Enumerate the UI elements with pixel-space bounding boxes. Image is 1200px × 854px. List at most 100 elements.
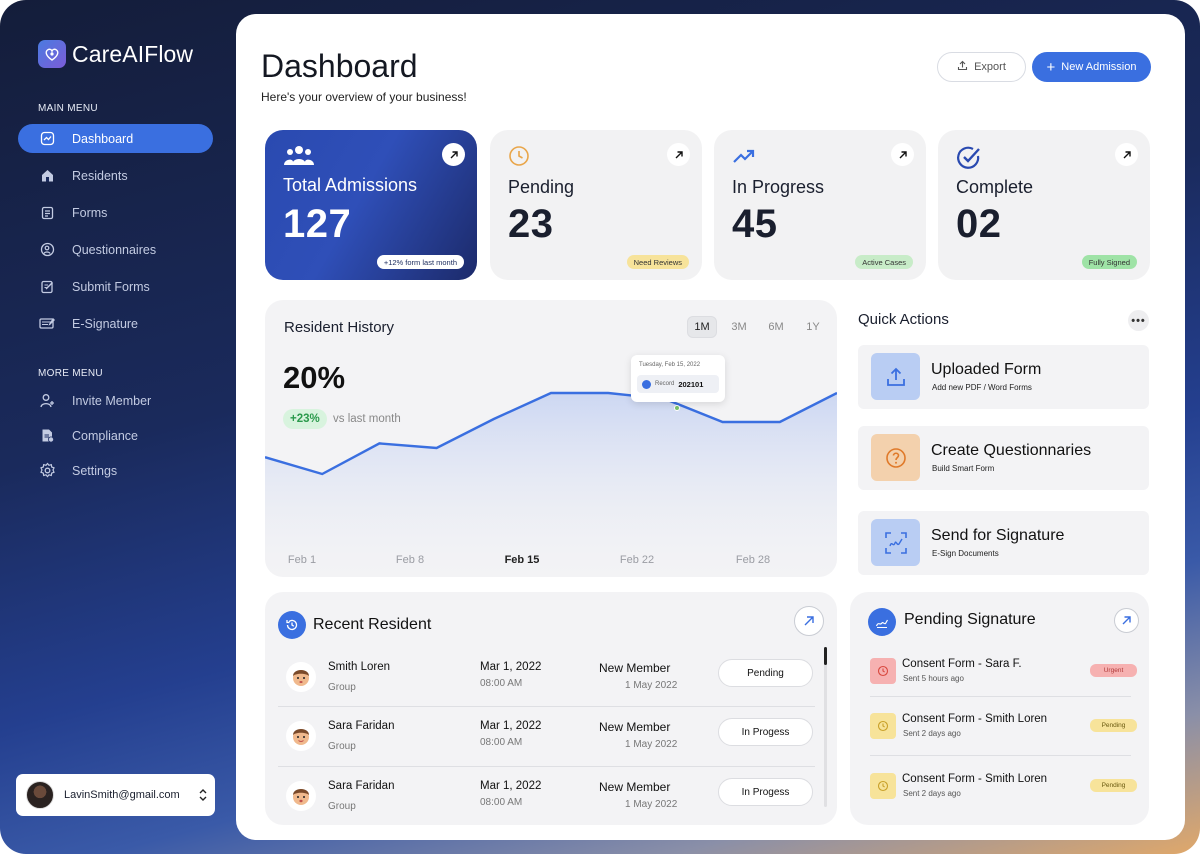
sidebar-item-label: Compliance — [72, 428, 139, 443]
stat-card-complete[interactable]: Complete 02 Fully Signed — [938, 130, 1150, 280]
house-icon — [39, 167, 56, 184]
logo-icon — [38, 40, 66, 68]
chevron-updown-icon — [198, 788, 208, 802]
range-tab-6m[interactable]: 6M — [768, 321, 784, 333]
delta-badge: +23% — [283, 409, 327, 429]
edit-document-icon — [39, 278, 56, 295]
resident-time: 08:00 AM — [480, 797, 523, 808]
sidebar-item-label: Forms — [72, 205, 108, 220]
quick-action-create-questionnaires[interactable]: Create Questionnaries Build Smart Form — [858, 426, 1149, 490]
stat-card-total-admissions[interactable]: Total Admissions 127 +12% form last mont… — [265, 130, 477, 280]
person-question-icon — [39, 241, 56, 258]
stat-card-pending[interactable]: Pending 23 Need Reviews — [490, 130, 702, 280]
resident-name: Sara Faridan — [328, 720, 395, 732]
page-title: Dashboard — [261, 48, 418, 84]
row-divider — [870, 696, 1131, 697]
stat-label: In Progress — [732, 177, 825, 197]
stat-value: 45 — [732, 202, 778, 246]
table-row[interactable]: Smith Loren Group Mar 1, 2022 08:00 AM N… — [278, 653, 816, 709]
export-button[interactable]: Export — [937, 52, 1026, 82]
quick-actions-title: Quick Actions — [858, 311, 949, 328]
chart-icon — [39, 130, 56, 147]
sidebar-item-residents[interactable]: Residents — [18, 161, 213, 190]
history-title: Resident History — [284, 319, 395, 336]
stat-badge: Fully Signed — [1081, 255, 1137, 269]
stat-card-in-progress[interactable]: In Progress 45 Active Cases — [714, 130, 926, 280]
record-dot-icon — [642, 379, 651, 389]
status-badge[interactable]: In Progess — [718, 778, 813, 806]
resident-time: 08:00 AM — [480, 678, 523, 689]
scrollbar-thumb[interactable] — [824, 647, 827, 665]
signature-title: Consent Form - Smith Loren — [902, 773, 1048, 785]
sidebar-item-label: Settings — [72, 463, 118, 478]
document-check-icon — [39, 427, 56, 444]
signature-card-icon — [39, 315, 56, 332]
open-arrow-icon[interactable] — [794, 606, 824, 636]
sidebar-item-compliance[interactable]: Compliance — [18, 421, 213, 450]
gear-icon — [39, 462, 56, 479]
pending-signature-title: Pending Signature — [904, 611, 1036, 628]
question-circle-icon — [871, 434, 920, 481]
user-email: LavinSmith@gmail.com — [64, 789, 180, 801]
table-row[interactable]: Sara Faridan Group Mar 1, 2022 08:00 AM … — [278, 772, 816, 825]
more-options-icon[interactable]: ••• — [1128, 310, 1149, 331]
list-item[interactable]: Consent Form - Smith Loren Sent 2 days a… — [870, 773, 1138, 817]
sidebar-item-label: Submit Forms — [72, 279, 150, 294]
upload-icon — [957, 60, 968, 74]
stat-value: 127 — [283, 202, 352, 246]
range-tab-3m[interactable]: 3M — [731, 321, 747, 333]
sidebar-item-invite-member[interactable]: Invite Member — [18, 386, 213, 415]
open-arrow-icon[interactable] — [442, 143, 465, 166]
range-tab-1m[interactable]: 1M — [687, 316, 717, 338]
sidebar-item-questionnaires[interactable]: Questionnaires — [18, 235, 213, 264]
resident-date: Mar 1, 2022 — [480, 720, 542, 732]
user-account-switcher[interactable]: LavinSmith@gmail.com — [16, 774, 215, 816]
check-circle-icon — [956, 145, 982, 176]
row-divider — [870, 755, 1131, 756]
quick-action-subtitle: Add new PDF / Word Forms — [932, 383, 1032, 392]
resident-group: Group — [328, 741, 356, 752]
status-badge[interactable]: In Progess — [718, 718, 813, 746]
resident-history-card: Resident History 1M 3M 6M 1Y 20% +23% vs… — [265, 300, 837, 577]
quick-action-send-signature[interactable]: Send for Signature E-Sign Documents — [858, 511, 1149, 575]
open-arrow-icon[interactable] — [1114, 608, 1139, 633]
logo[interactable]: CareAIFlow — [38, 40, 193, 68]
list-item[interactable]: Consent Form - Smith Loren Sent 2 days a… — [870, 713, 1138, 757]
scrollbar[interactable] — [824, 647, 827, 807]
sidebar-item-settings[interactable]: Settings — [18, 456, 213, 485]
resident-time: 08:00 AM — [480, 737, 523, 748]
sidebar-item-forms[interactable]: Forms — [18, 198, 213, 227]
stat-badge: Need Reviews — [626, 255, 689, 269]
open-arrow-icon[interactable] — [891, 143, 914, 166]
range-tab-1y[interactable]: 1Y — [806, 321, 820, 333]
sidebar-item-dashboard[interactable]: Dashboard — [18, 124, 213, 153]
x-tick: Feb 28 — [735, 554, 771, 566]
clock-icon — [870, 773, 896, 799]
avatar — [26, 781, 54, 809]
signature-sent: Sent 2 days ago — [903, 789, 961, 798]
table-row[interactable]: Sara Faridan Group Mar 1, 2022 08:00 AM … — [278, 712, 816, 768]
new-admission-button[interactable]: + New Admission — [1032, 52, 1151, 82]
chart-highlight-point — [674, 405, 680, 411]
list-item[interactable]: Consent Form - Sara F. Sent 5 hours ago … — [870, 658, 1138, 702]
more-menu-heading: MORE MENU — [38, 368, 103, 379]
status-badge[interactable]: Pending — [718, 659, 813, 687]
clock-icon — [870, 658, 896, 684]
sidebar-item-label: E-Signature — [72, 316, 139, 331]
clock-icon — [508, 145, 530, 172]
sidebar-item-e-signature[interactable]: E-Signature — [18, 309, 213, 338]
open-arrow-icon[interactable] — [667, 143, 690, 166]
sidebar-item-submit-forms[interactable]: Submit Forms — [18, 272, 213, 301]
new-admission-label: New Admission — [1061, 61, 1137, 73]
open-arrow-icon[interactable] — [1115, 143, 1138, 166]
tooltip-value: 202101 — [678, 379, 704, 389]
stat-badge: +12% form last month — [376, 255, 464, 269]
history-clock-icon — [278, 611, 306, 639]
pending-signature-card: Pending Signature Consent Form - Sara F.… — [850, 592, 1149, 825]
stat-badge: Active Cases — [855, 255, 913, 269]
history-value: 20% — [283, 360, 346, 395]
main-menu-heading: MAIN MENU — [38, 103, 98, 114]
avatar — [286, 721, 316, 751]
quick-action-upload-form[interactable]: Uploaded Form Add new PDF / Word Forms — [858, 345, 1149, 409]
